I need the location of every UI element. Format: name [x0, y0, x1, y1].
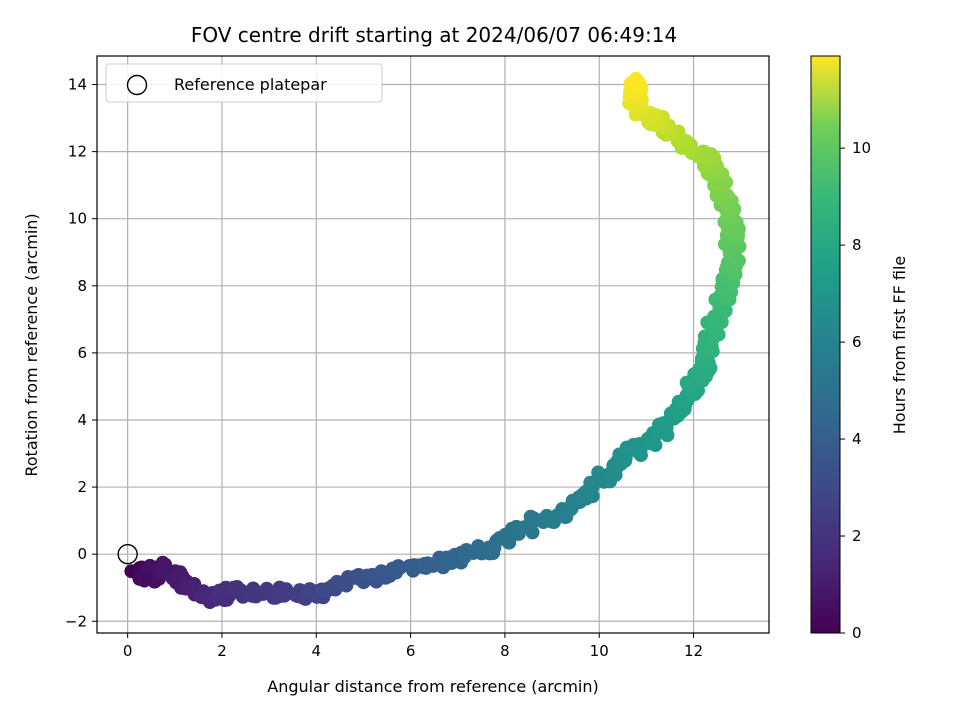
y-tick-label: −2: [65, 612, 87, 630]
chart-title: FOV centre drift starting at 2024/06/07 …: [191, 23, 677, 47]
x-tick-label: 0: [123, 642, 133, 660]
legend: Reference platepar: [105, 63, 383, 103]
y-tick-label: 8: [77, 277, 87, 295]
data-point: [538, 511, 552, 526]
x-tick-label: 8: [500, 642, 510, 660]
reference-platepar-marker: [117, 543, 138, 565]
colorbar-tick-label: 0: [852, 624, 862, 642]
data-point: [585, 480, 600, 495]
x-tick-label: 6: [406, 642, 416, 660]
y-tick-label: 6: [77, 344, 87, 362]
x-tick-label: 10: [590, 642, 609, 660]
colorbar-tick-label: 10: [852, 139, 871, 157]
legend-box: [105, 63, 383, 103]
y-tick-label: 4: [77, 411, 87, 429]
y-tick-label: 2: [77, 478, 87, 496]
data-point: [277, 588, 292, 603]
data-point: [326, 578, 340, 593]
y-axis-ticks: −2 0 2 4 6 8 10 12 14: [65, 76, 97, 630]
plot-frame: [96, 55, 770, 634]
colorbar-tick-label: 2: [852, 527, 862, 545]
colorbar-tick-label: 8: [852, 236, 862, 254]
data-point: [591, 465, 606, 480]
data-point: [212, 583, 227, 598]
y-tick-label: 0: [77, 545, 87, 563]
y-tick-label: 10: [68, 210, 87, 228]
colorbar: [810, 55, 841, 634]
scatter-points: [124, 71, 747, 610]
colorbar-tick-label: 6: [852, 333, 862, 351]
colorbar-label: Hours from first FF file: [890, 256, 909, 435]
legend-marker-reference: [126, 74, 148, 96]
y-axis-label: Rotation from reference (arcmin): [22, 213, 41, 476]
x-axis-ticks: 0 2 4 6 8 10 12: [123, 633, 703, 660]
grid-lines: [97, 56, 769, 633]
data-point: [404, 560, 419, 574]
data-point: [391, 559, 406, 574]
data-point: [627, 74, 642, 89]
x-axis-label: Angular distance from reference (arcmin): [267, 677, 598, 696]
y-tick-label: 14: [68, 76, 87, 94]
data-point: [154, 564, 169, 579]
legend-label-reference: Reference platepar: [174, 75, 327, 94]
x-tick-label: 2: [217, 642, 227, 660]
colorbar-ticks: 0 2 4 6 8 10: [840, 139, 871, 642]
x-tick-label: 4: [312, 642, 322, 660]
colorbar-tick-label: 4: [852, 430, 862, 448]
x-tick-label: 12: [684, 642, 703, 660]
y-tick-label: 12: [68, 143, 87, 161]
